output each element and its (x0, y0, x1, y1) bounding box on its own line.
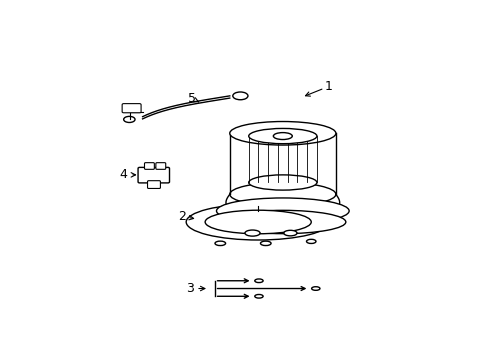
Ellipse shape (244, 230, 260, 236)
Ellipse shape (232, 92, 247, 100)
Ellipse shape (123, 116, 135, 122)
Ellipse shape (283, 230, 296, 236)
Text: 4: 4 (120, 168, 127, 181)
Bar (229, 133, 335, 194)
FancyBboxPatch shape (147, 181, 160, 188)
FancyBboxPatch shape (122, 104, 141, 113)
Ellipse shape (186, 204, 329, 240)
Ellipse shape (248, 175, 316, 190)
Ellipse shape (260, 241, 270, 246)
Text: 2: 2 (177, 210, 185, 223)
Text: 5: 5 (187, 92, 196, 105)
Text: 1: 1 (324, 80, 331, 93)
Ellipse shape (306, 239, 315, 243)
Ellipse shape (254, 294, 263, 298)
Ellipse shape (254, 279, 263, 283)
Ellipse shape (215, 241, 225, 246)
Ellipse shape (273, 132, 292, 140)
FancyBboxPatch shape (144, 163, 154, 169)
Text: 3: 3 (185, 282, 194, 295)
Ellipse shape (248, 129, 316, 144)
Ellipse shape (229, 122, 335, 145)
Ellipse shape (311, 287, 319, 290)
FancyBboxPatch shape (138, 167, 169, 183)
Ellipse shape (229, 183, 335, 206)
Ellipse shape (220, 210, 345, 234)
FancyBboxPatch shape (156, 163, 165, 169)
Ellipse shape (216, 198, 348, 224)
Ellipse shape (204, 210, 310, 234)
